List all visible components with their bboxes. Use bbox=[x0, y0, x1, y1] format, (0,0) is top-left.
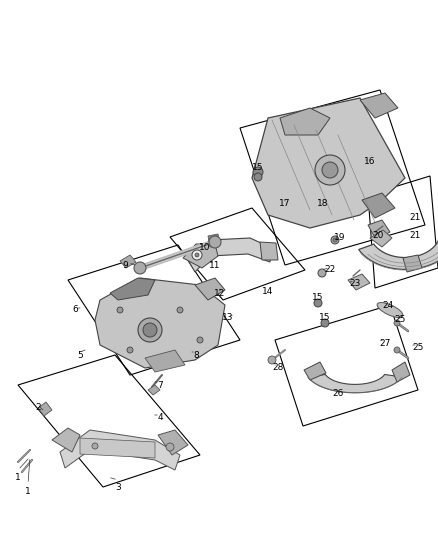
Text: 17: 17 bbox=[279, 198, 291, 207]
Polygon shape bbox=[80, 438, 155, 458]
Text: 12: 12 bbox=[214, 288, 226, 297]
Circle shape bbox=[195, 253, 199, 257]
Text: 11: 11 bbox=[209, 261, 221, 270]
Text: 9: 9 bbox=[122, 261, 128, 270]
Text: 24: 24 bbox=[382, 301, 394, 310]
Polygon shape bbox=[304, 362, 326, 380]
Polygon shape bbox=[145, 350, 185, 372]
Text: 18: 18 bbox=[317, 198, 329, 207]
Polygon shape bbox=[359, 237, 438, 269]
Polygon shape bbox=[183, 244, 218, 268]
Polygon shape bbox=[370, 230, 392, 247]
Polygon shape bbox=[120, 255, 136, 268]
Text: 10: 10 bbox=[199, 244, 211, 253]
Text: 28: 28 bbox=[272, 364, 284, 373]
Polygon shape bbox=[280, 108, 330, 135]
Text: 25: 25 bbox=[394, 316, 406, 325]
Text: 15: 15 bbox=[312, 294, 324, 303]
Circle shape bbox=[318, 269, 326, 277]
Circle shape bbox=[321, 319, 329, 327]
Polygon shape bbox=[368, 220, 390, 240]
Polygon shape bbox=[38, 402, 52, 416]
Circle shape bbox=[253, 167, 263, 177]
Text: 15: 15 bbox=[252, 163, 264, 172]
Circle shape bbox=[117, 307, 123, 313]
Text: 6: 6 bbox=[72, 305, 78, 314]
Text: 14: 14 bbox=[262, 287, 274, 296]
Polygon shape bbox=[188, 238, 272, 272]
Polygon shape bbox=[148, 385, 160, 395]
Circle shape bbox=[177, 307, 183, 313]
Ellipse shape bbox=[377, 303, 403, 318]
Circle shape bbox=[314, 299, 322, 307]
Polygon shape bbox=[260, 242, 278, 260]
Circle shape bbox=[394, 347, 400, 353]
Text: 22: 22 bbox=[325, 265, 336, 274]
Circle shape bbox=[138, 318, 162, 342]
Polygon shape bbox=[360, 93, 398, 118]
Circle shape bbox=[192, 250, 202, 260]
Polygon shape bbox=[158, 430, 188, 455]
Text: 7: 7 bbox=[157, 381, 163, 390]
Circle shape bbox=[254, 173, 262, 181]
Polygon shape bbox=[208, 234, 220, 247]
Polygon shape bbox=[195, 278, 225, 300]
Circle shape bbox=[143, 323, 157, 337]
Circle shape bbox=[197, 337, 203, 343]
Polygon shape bbox=[52, 428, 80, 452]
Text: 27: 27 bbox=[379, 338, 391, 348]
Text: 19: 19 bbox=[334, 232, 346, 241]
Circle shape bbox=[209, 236, 221, 248]
Circle shape bbox=[127, 347, 133, 353]
Circle shape bbox=[166, 443, 174, 451]
Text: 21: 21 bbox=[410, 230, 420, 239]
Text: 1: 1 bbox=[15, 472, 21, 481]
Polygon shape bbox=[348, 274, 370, 290]
Text: 1: 1 bbox=[25, 488, 31, 497]
Circle shape bbox=[333, 238, 337, 242]
Polygon shape bbox=[403, 255, 422, 272]
Circle shape bbox=[315, 155, 345, 185]
Text: 2: 2 bbox=[35, 402, 41, 411]
Text: 4: 4 bbox=[157, 414, 163, 423]
Circle shape bbox=[134, 262, 146, 274]
Text: 20: 20 bbox=[372, 230, 384, 239]
Polygon shape bbox=[60, 430, 180, 470]
Text: 15: 15 bbox=[319, 313, 331, 322]
Circle shape bbox=[394, 320, 400, 326]
Text: 21: 21 bbox=[410, 214, 420, 222]
Polygon shape bbox=[95, 278, 225, 368]
Polygon shape bbox=[110, 278, 155, 300]
Circle shape bbox=[331, 236, 339, 244]
Text: 26: 26 bbox=[332, 389, 344, 398]
Polygon shape bbox=[362, 193, 395, 218]
Text: 8: 8 bbox=[193, 351, 199, 359]
Text: 5: 5 bbox=[77, 351, 83, 359]
Circle shape bbox=[322, 162, 338, 178]
Text: 13: 13 bbox=[222, 313, 234, 322]
Circle shape bbox=[268, 356, 276, 364]
Polygon shape bbox=[308, 375, 402, 393]
Text: 16: 16 bbox=[364, 157, 376, 166]
Text: 25: 25 bbox=[412, 343, 424, 351]
Polygon shape bbox=[252, 98, 405, 228]
Circle shape bbox=[92, 443, 98, 449]
Text: 23: 23 bbox=[350, 279, 360, 287]
Text: 3: 3 bbox=[115, 482, 121, 491]
Polygon shape bbox=[392, 362, 410, 382]
